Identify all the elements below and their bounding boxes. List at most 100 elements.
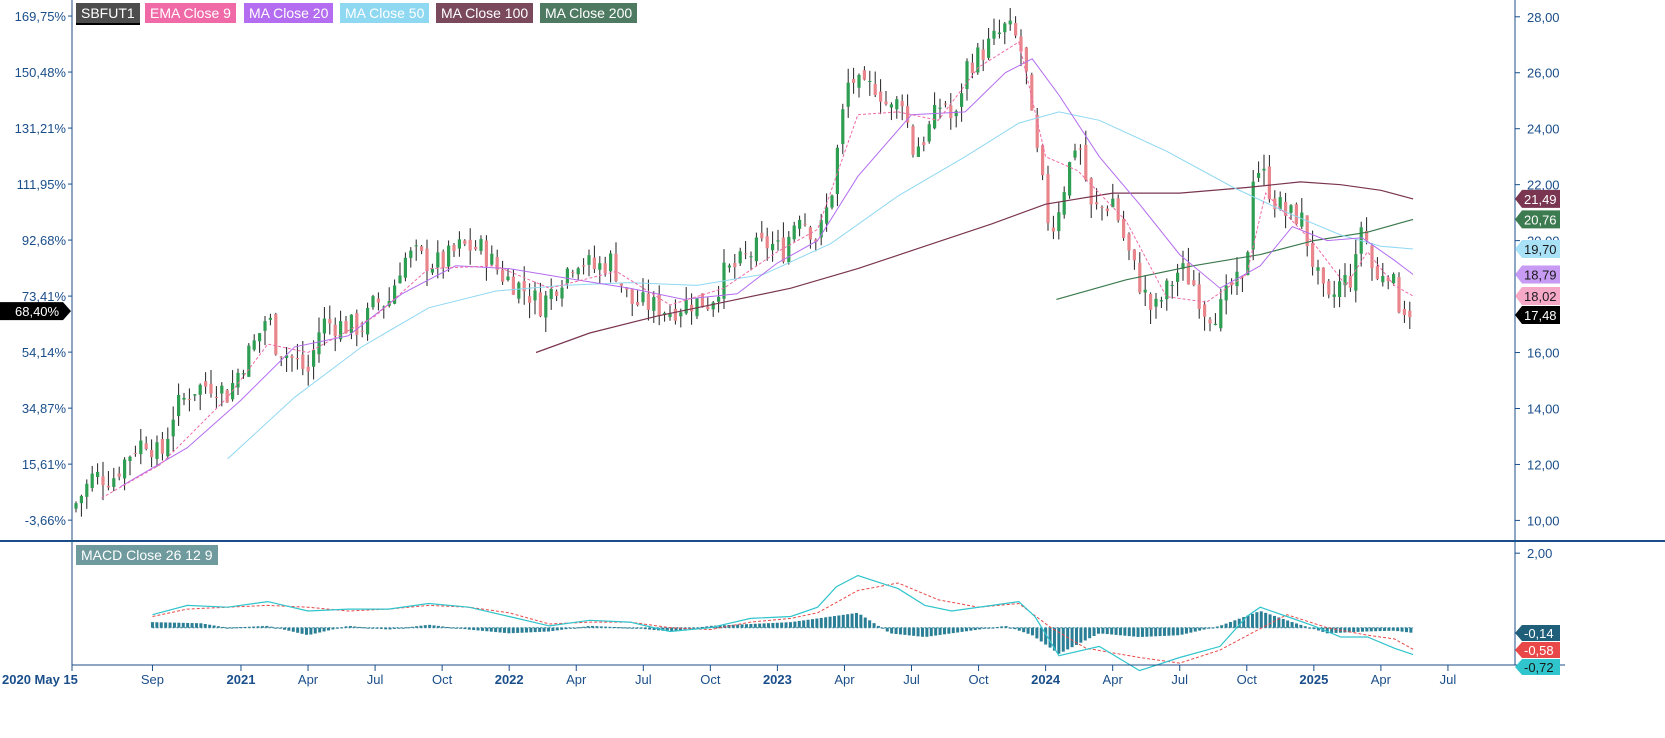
- macd-histogram-bar: [485, 627, 489, 632]
- candlestick: [285, 346, 289, 372]
- macd-histogram-bar: [674, 627, 678, 631]
- candlestick: [150, 439, 154, 468]
- value-tag: [1515, 210, 1560, 229]
- macd-histogram-bar: [876, 625, 880, 628]
- legend-symbol[interactable]: SBFUT1: [76, 3, 140, 25]
- value-tag-label: 18,79: [1524, 267, 1557, 282]
- legend-ma20[interactable]: MA Close 20: [244, 3, 334, 23]
- macd-histogram-bar: [1286, 620, 1290, 628]
- macd-histogram-bar: [1140, 627, 1144, 637]
- percent-tick-label: 73,41%: [22, 289, 67, 304]
- macd-histogram-bar: [428, 624, 432, 628]
- candle-body: [560, 287, 564, 299]
- candle-body: [1176, 272, 1180, 282]
- time-tick-label: Apr: [298, 672, 319, 687]
- legend-ma100[interactable]: MA Close 100: [436, 3, 534, 23]
- candle-body: [619, 283, 623, 286]
- candle-body: [663, 313, 667, 315]
- candlestick: [517, 281, 521, 304]
- candle-body: [981, 49, 985, 61]
- candlestick: [1051, 215, 1055, 240]
- candlestick: [609, 250, 613, 283]
- candlestick: [182, 392, 186, 406]
- candle-body: [1284, 201, 1288, 216]
- candlestick: [960, 83, 964, 122]
- candlestick: [538, 282, 542, 318]
- candle-body: [1008, 20, 1012, 25]
- candle-body: [970, 62, 974, 74]
- macd-histogram-bar: [370, 627, 374, 629]
- legend-macd[interactable]: MACD Close 26 12 9: [76, 545, 218, 565]
- candlestick: [771, 231, 775, 262]
- macd-histogram-bar: [1360, 627, 1364, 632]
- macd-histogram-bar: [1149, 627, 1153, 637]
- macd-histogram-bar: [612, 627, 616, 629]
- candlestick: [965, 58, 969, 101]
- candle-body: [204, 381, 208, 387]
- candlestick: [1235, 257, 1239, 296]
- candle-body: [1105, 208, 1109, 212]
- macd-histogram-bar: [203, 624, 207, 628]
- macd-histogram-bar: [344, 626, 348, 628]
- value-tag-label: 17,48: [1524, 308, 1557, 323]
- value-tag-label: 19,70: [1524, 242, 1557, 257]
- macd-histogram-bar: [595, 626, 599, 628]
- macd-histogram-bar: [634, 627, 638, 629]
- macd-histogram-bar: [384, 627, 388, 630]
- macd-histogram-bar: [766, 623, 770, 628]
- candlestick: [760, 221, 764, 242]
- macd-histogram-bar: [907, 627, 911, 636]
- macd-histogram-bar: [1145, 627, 1149, 637]
- candlestick: [1122, 210, 1126, 241]
- candlestick: [214, 386, 218, 408]
- macd-histogram-bar: [529, 627, 533, 633]
- candlestick: [231, 370, 235, 402]
- candle-body: [1257, 172, 1261, 178]
- candlestick: [765, 227, 769, 261]
- macd-histogram-bar: [652, 627, 656, 630]
- macd-histogram-bar: [190, 623, 194, 628]
- candle-body: [938, 107, 942, 109]
- candlestick: [166, 427, 170, 459]
- candle-body: [1289, 205, 1293, 213]
- candle-body: [1402, 309, 1406, 316]
- candle-body: [398, 275, 402, 284]
- candle-body: [1197, 284, 1201, 309]
- candle-body: [258, 333, 262, 342]
- macd-histogram-bar: [1167, 627, 1171, 636]
- macd-histogram-bar: [643, 627, 647, 630]
- candlestick: [787, 231, 791, 265]
- macd-histogram-bar: [1391, 627, 1395, 631]
- candle-body: [236, 372, 240, 388]
- candlestick: [1240, 275, 1244, 292]
- macd-histogram-bar: [555, 627, 559, 631]
- macd-histogram-bar: [159, 622, 163, 628]
- candle-body: [1143, 289, 1147, 293]
- legend-ma50[interactable]: MA Close 50: [340, 3, 430, 23]
- candle-body: [1019, 36, 1023, 52]
- macd-histogram-bar: [617, 627, 621, 629]
- candlestick: [1267, 155, 1271, 203]
- candlestick: [646, 279, 650, 321]
- candlestick: [236, 368, 240, 395]
- legend-ema9[interactable]: EMA Close 9: [145, 3, 236, 23]
- macd-histogram-bar: [806, 619, 810, 628]
- candlestick: [414, 239, 418, 261]
- candlestick: [587, 249, 591, 277]
- candlestick: [1338, 269, 1342, 308]
- candlestick: [295, 343, 299, 370]
- candle-body: [441, 251, 445, 268]
- macd-histogram-bar: [797, 620, 801, 628]
- candlestick: [879, 79, 883, 115]
- macd-histogram-bar: [832, 616, 836, 628]
- candlestick: [274, 312, 278, 356]
- price-tick-label: 28,00: [1527, 10, 1560, 25]
- macd-tick-label: 2,00: [1527, 546, 1552, 561]
- time-tick-label: 2024: [1031, 672, 1061, 687]
- macd-histogram-bar: [1290, 622, 1294, 628]
- legend-ma200[interactable]: MA Close 200: [540, 3, 638, 23]
- macd-value-tag-label: -0,72: [1524, 660, 1554, 675]
- legend-ma20-label: MA Close 20: [249, 5, 329, 21]
- legend-ma50-label: MA Close 50: [345, 5, 425, 21]
